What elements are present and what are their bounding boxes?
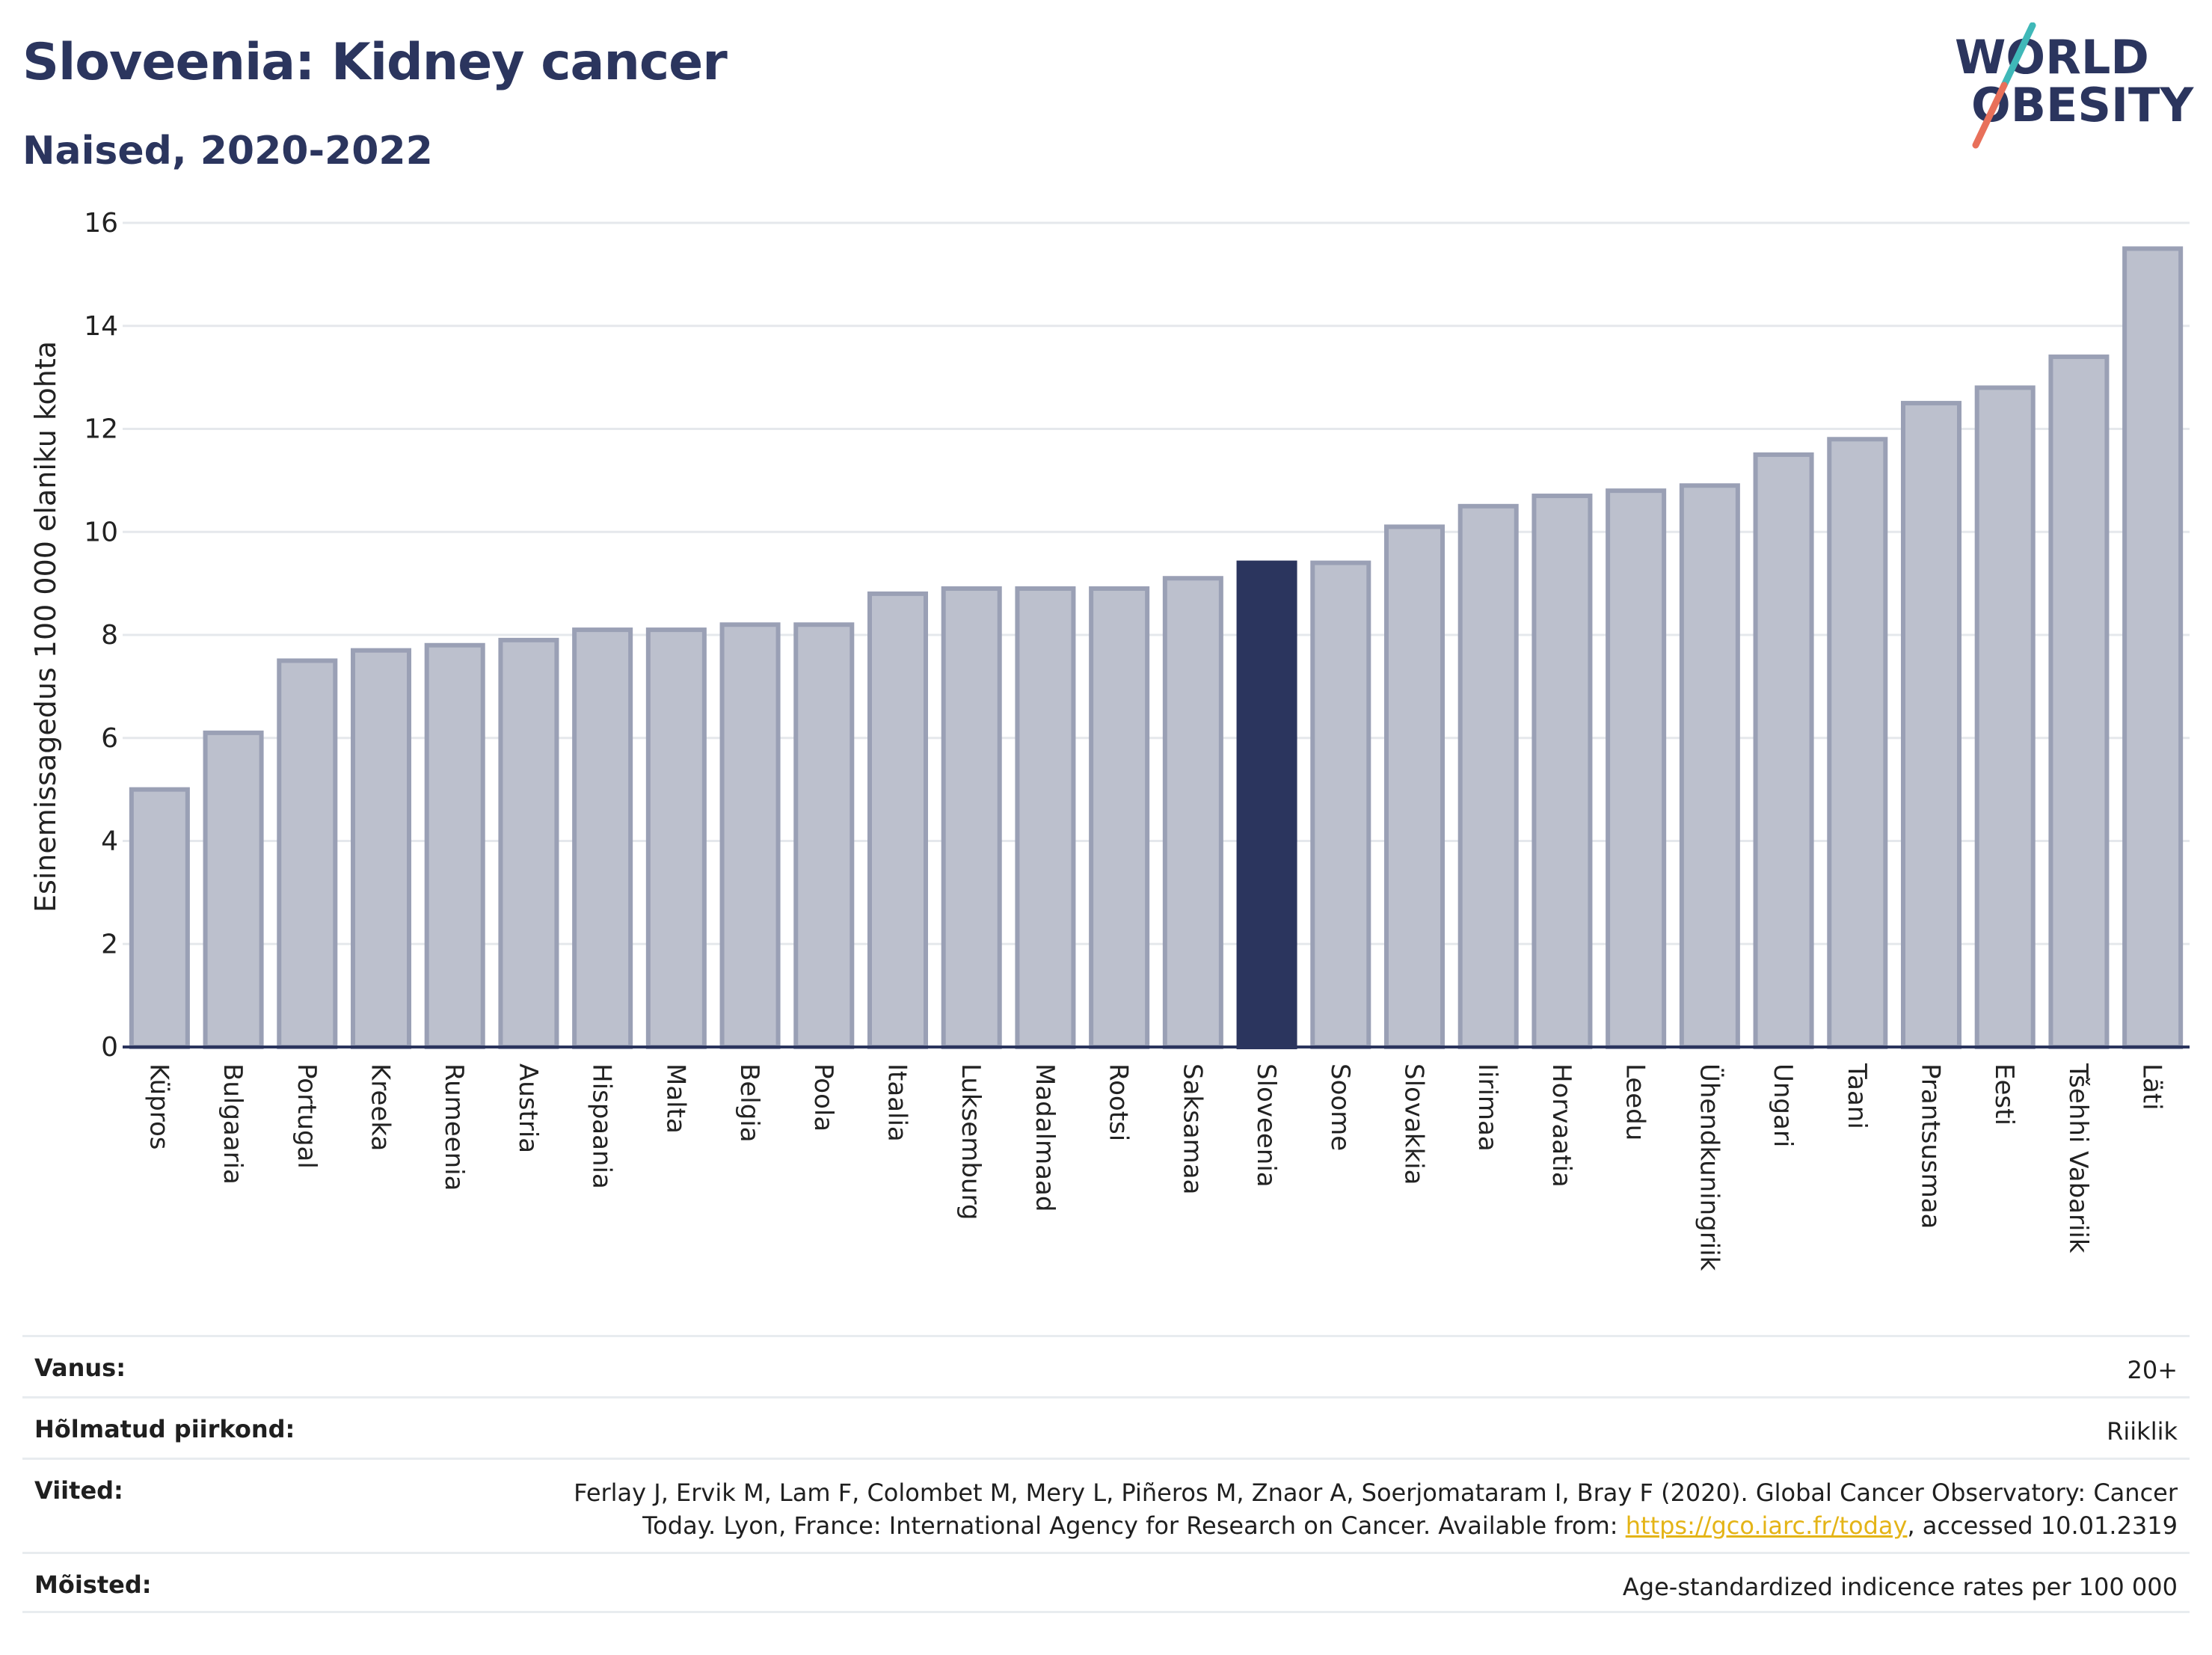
region-label: Hõlmatud piirkond:: [34, 1415, 295, 1443]
x-tick-label: Eesti: [1989, 1063, 2019, 1126]
bar-tšehhi-vabariik: [2048, 354, 2110, 1049]
x-tick-label: Ühendkuningriik: [1694, 1063, 1724, 1271]
meta-row-references: Viited: Ferlay J, Ervik M, Lam F, Colomb…: [22, 1458, 2190, 1552]
x-tick-label: Luksemburg: [956, 1063, 986, 1220]
age-label: Vanus:: [34, 1354, 126, 1382]
bar-ühendkuningriik: [1679, 483, 1740, 1049]
world-obesity-logo: WORLD OBESITY: [1955, 22, 2194, 149]
x-tick-label: Portugal: [292, 1063, 322, 1169]
bars: [129, 246, 2184, 1049]
bar-chart: 0 2 4 6 8 10 12 14 16 Küpros Bulgaaria Portugal Kree…: [29, 208, 2190, 1271]
bar-austria: [498, 637, 559, 1049]
bar-kreeka: [350, 648, 412, 1049]
bar-küpros: [129, 787, 190, 1049]
y-tick-label: 12: [84, 414, 118, 445]
x-tick-label: Soome: [1325, 1063, 1355, 1151]
y-tick-label: 0: [101, 1032, 118, 1063]
references-line2-end: , accessed 10.01.2319: [1907, 1511, 2178, 1540]
y-tick-label: 16: [84, 208, 118, 239]
x-tick-label: Slovakkia: [1399, 1063, 1429, 1185]
bar-slovakkia: [1383, 524, 1446, 1049]
logo-line2: OBESITY: [1971, 78, 2194, 132]
bar-hispaania: [572, 627, 633, 1049]
y-tick-label: 6: [101, 723, 118, 754]
x-tick-label: Malta: [660, 1063, 690, 1134]
axes: 0 2 4 6 8 10 12 14 16 Küpros Bulgaaria Portugal Kree…: [84, 208, 2190, 1271]
y-tick-label: 14: [84, 311, 118, 342]
x-tick-label: Hispaania: [587, 1063, 617, 1189]
references-line2: Today. Lyon, France: International Agenc…: [642, 1511, 1626, 1540]
x-tick-label: Ungari: [1768, 1063, 1798, 1147]
x-tick-label: Iirimaa: [1472, 1063, 1502, 1152]
x-tick-label: Leedu: [1620, 1063, 1650, 1140]
bar-sloveenia: [1236, 560, 1297, 1049]
meta-row-definitions: Mõisted: Age-standardized indicence rate…: [22, 1552, 2190, 1613]
y-axis-label: Esinemissagedus 100 000 elaniku kohta: [29, 341, 62, 912]
x-tick-label: Prantsusmaa: [1916, 1063, 1946, 1229]
x-tick-label: Läti: [2137, 1063, 2167, 1111]
references-link[interactable]: https://gco.iarc.fr/today: [1625, 1511, 1908, 1540]
bar-malta: [645, 627, 707, 1049]
x-tick-label: Sloveenia: [1251, 1063, 1281, 1188]
x-tick-label: Poola: [808, 1063, 838, 1132]
definitions-value: Age-standardized indicence rates per 100…: [1622, 1573, 2178, 1601]
x-tick-label: Rumeenia: [439, 1063, 469, 1191]
bar-luksemburg: [941, 586, 1002, 1049]
region-value: Riiklik: [2107, 1417, 2178, 1446]
meta-row-age: Vanus: 20+: [22, 1335, 2190, 1396]
bar-iirimaa: [1457, 503, 1519, 1049]
y-tick-label: 8: [101, 620, 118, 651]
references-value: Ferlay J, Ervik M, Lam F, Colombet M, Me…: [574, 1476, 2178, 1542]
bar-horvaatia: [1531, 494, 1593, 1049]
x-tick-label: Austria: [513, 1063, 543, 1153]
bar-eesti: [1974, 385, 2036, 1049]
x-tick-label: Kreeka: [366, 1063, 396, 1151]
metadata-table: Vanus: 20+ Hõlmatud piirkond: Riiklik Vi…: [22, 1335, 2190, 1613]
logo-slash-bottom: [1972, 82, 2008, 149]
y-tick-label: 4: [101, 826, 118, 857]
x-tick-label: Rootsi: [1104, 1063, 1134, 1141]
bar-taani: [1827, 437, 1888, 1049]
x-tick-label: Tšehhi Vabariik: [2063, 1063, 2093, 1253]
bar-belgia: [719, 622, 781, 1049]
bar-rootsi: [1089, 586, 1150, 1049]
references-line1: Ferlay J, Ervik M, Lam F, Colombet M, Me…: [574, 1479, 2178, 1507]
bar-leedu: [1606, 488, 1667, 1049]
x-tick-label: Itaalia: [882, 1063, 912, 1142]
definitions-label: Mõisted:: [34, 1570, 152, 1599]
bar-saksamaa: [1162, 576, 1223, 1049]
bar-rumeenia: [424, 642, 485, 1049]
y-tick-label: 2: [101, 929, 118, 959]
x-tick-label: Belgia: [734, 1063, 764, 1143]
meta-row-region: Hõlmatud piirkond: Riiklik: [22, 1396, 2190, 1458]
age-value: 20+: [2127, 1356, 2178, 1384]
x-tick-label: Madalmaad: [1030, 1063, 1060, 1212]
bar-bulgaaria: [203, 730, 264, 1049]
bar-soome: [1310, 560, 1371, 1049]
bar-portugal: [277, 658, 338, 1049]
bar-poola: [793, 622, 855, 1049]
chart-subtitle: Naised, 2020-2022: [22, 129, 433, 174]
y-tick-label: 10: [84, 517, 118, 547]
bar-läti: [2122, 246, 2184, 1049]
x-tick-label: Saksamaa: [1177, 1063, 1207, 1194]
bar-itaalia: [867, 591, 929, 1049]
x-tick-label: Taani: [1842, 1063, 1872, 1129]
logo-line1: WORLD: [1955, 30, 2149, 85]
bar-prantsusmaa: [1900, 401, 1962, 1049]
logo-slash-top: [2000, 22, 2036, 89]
x-tick-label: Küpros: [144, 1063, 173, 1149]
x-tick-label: Bulgaaria: [218, 1063, 248, 1185]
references-label: Viited:: [34, 1476, 123, 1505]
bar-ungari: [1753, 452, 1814, 1049]
chart-title: Sloveenia: Kidney cancer: [22, 33, 728, 92]
bar-madalmaad: [1015, 586, 1076, 1049]
x-tick-label: Horvaatia: [1546, 1063, 1576, 1188]
